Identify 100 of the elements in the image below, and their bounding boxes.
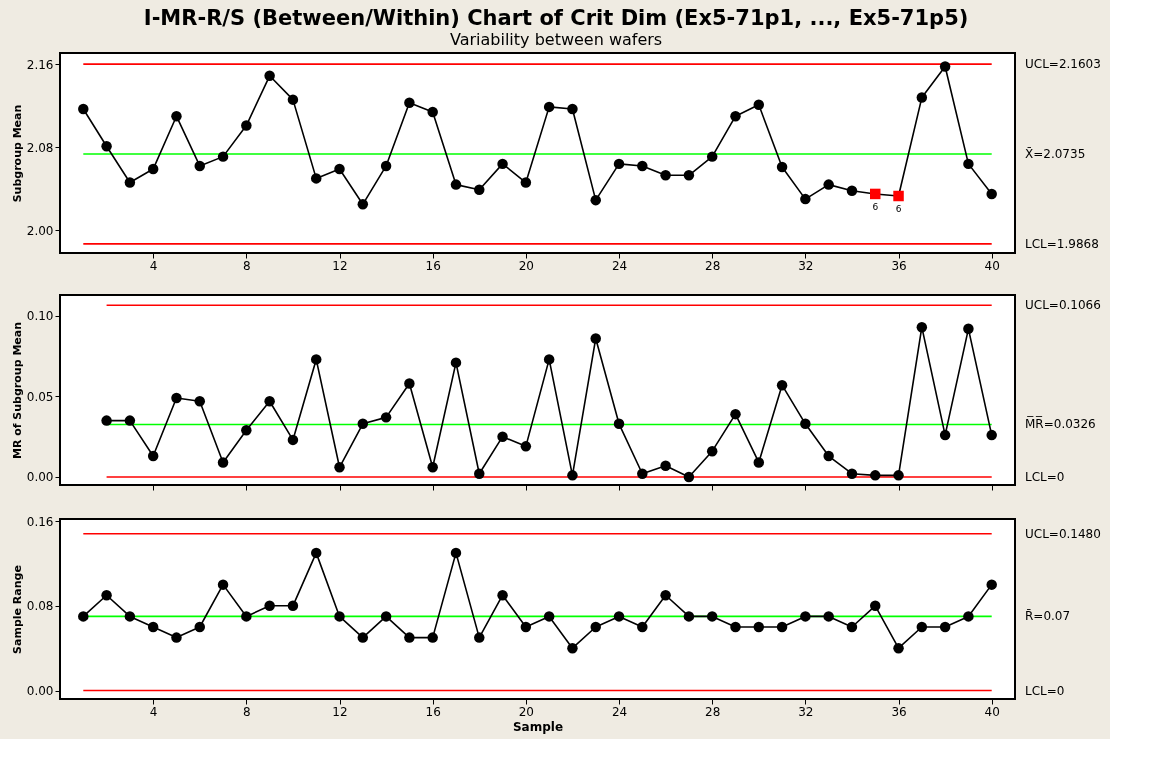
point	[78, 611, 89, 622]
point	[963, 611, 974, 622]
x-tick-label: 28	[705, 704, 721, 719]
point	[660, 460, 671, 471]
ref-line-label: UCL=0.1066	[1025, 298, 1101, 313]
point	[893, 470, 904, 481]
point	[800, 193, 811, 205]
x-tick-label: 20	[518, 704, 534, 719]
point	[543, 611, 555, 622]
point	[590, 194, 601, 206]
ref-line-label: UCL=0.1480	[1025, 526, 1101, 541]
point	[753, 621, 765, 633]
point	[334, 611, 345, 622]
point	[78, 103, 89, 115]
point	[776, 161, 788, 173]
x-tick-label: 40	[984, 258, 1000, 273]
point	[310, 173, 322, 184]
point	[567, 103, 578, 115]
point	[101, 590, 112, 601]
point	[334, 462, 345, 473]
ref-line-label: LCL=1.9868	[1025, 236, 1099, 251]
y-tick-label: 0.16	[26, 514, 54, 529]
point	[870, 600, 881, 612]
x-tick-label: 40	[984, 704, 1000, 719]
point	[171, 392, 182, 404]
point	[986, 188, 997, 200]
point	[916, 621, 928, 633]
point	[404, 632, 415, 643]
point	[474, 184, 485, 196]
point	[986, 579, 997, 590]
point	[450, 547, 462, 559]
point	[916, 92, 928, 103]
point	[171, 632, 182, 643]
x-tick-label: 16	[425, 704, 441, 719]
point	[730, 408, 741, 420]
point	[520, 177, 532, 188]
point	[963, 158, 974, 170]
point	[357, 418, 369, 430]
point	[404, 97, 415, 108]
point	[101, 141, 112, 152]
point	[613, 418, 625, 430]
y-axis-title: Sample Range	[10, 565, 24, 654]
point	[380, 412, 392, 423]
point	[963, 323, 974, 335]
point	[404, 378, 415, 389]
point	[474, 468, 485, 479]
point	[450, 179, 462, 190]
point	[730, 110, 741, 122]
point	[241, 425, 252, 436]
point	[637, 468, 648, 479]
ref-line-label: LCL=0	[1025, 683, 1065, 698]
x-tick-label: 12	[332, 258, 348, 273]
point	[660, 590, 671, 601]
x-tick-label: 4	[149, 258, 158, 273]
point	[939, 429, 951, 441]
point	[706, 445, 718, 457]
point	[217, 151, 229, 162]
x-tick-label: 24	[611, 704, 628, 719]
point	[753, 99, 765, 111]
y-tick-label: 2.00	[26, 223, 54, 238]
point	[776, 379, 788, 391]
point	[217, 457, 229, 468]
x-tick-label: 32	[798, 258, 814, 273]
y-tick-label: 0.10	[26, 309, 54, 324]
chart-subtitle: Variability between wafers	[449, 30, 663, 49]
point	[683, 611, 695, 622]
y-tick-label: 0.05	[26, 389, 54, 404]
point	[310, 547, 322, 559]
point	[637, 621, 648, 633]
point	[986, 429, 997, 441]
x-tick-label: 8	[243, 704, 251, 719]
point	[241, 120, 252, 131]
ref-line-label: X̄=2.0735	[1025, 146, 1086, 162]
point	[194, 396, 205, 407]
ref-line-label: R̄=0.07	[1025, 609, 1071, 624]
y-tick-label: 2.08	[26, 140, 54, 155]
point	[590, 621, 601, 633]
point	[427, 106, 438, 118]
ref-line-label: LCL=0	[1025, 469, 1065, 484]
x-tick-label: 36	[891, 258, 907, 273]
point	[194, 621, 205, 633]
point	[427, 632, 438, 643]
point	[870, 470, 881, 481]
point	[264, 600, 275, 612]
point	[124, 611, 136, 622]
point	[474, 632, 485, 643]
x-tick-label: 20	[518, 258, 534, 273]
point	[450, 357, 462, 368]
point	[264, 70, 275, 82]
annotation: 6	[895, 204, 902, 215]
point	[823, 450, 834, 462]
x-tick-label: 28	[705, 258, 721, 273]
point	[497, 590, 508, 601]
point	[101, 415, 112, 426]
point	[287, 434, 299, 446]
point	[939, 621, 951, 633]
point	[334, 163, 345, 175]
point	[124, 415, 136, 426]
point	[613, 158, 625, 170]
point	[147, 163, 159, 175]
